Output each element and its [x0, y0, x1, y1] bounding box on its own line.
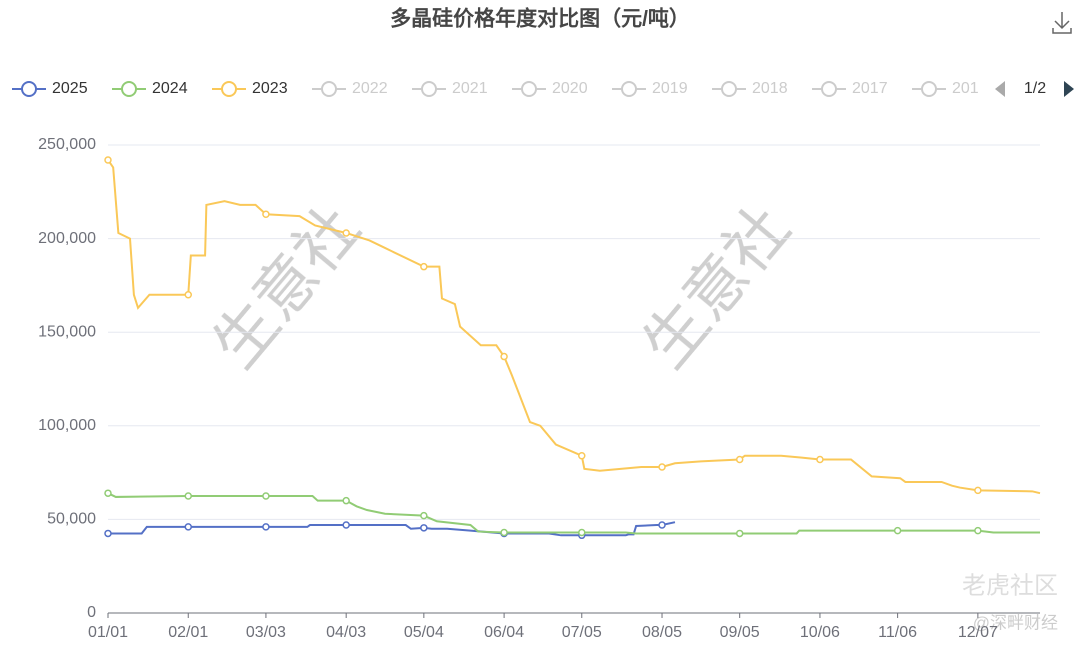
- legend-swatch-dot: [521, 81, 537, 97]
- legend-item[interactable]: 2022: [312, 80, 388, 97]
- point-marker: [262, 523, 270, 531]
- x-tick-label: 02/01: [168, 624, 208, 641]
- point-marker: [578, 528, 586, 537]
- y-tick-label: 50,000: [47, 511, 96, 528]
- point-marker: [735, 455, 744, 464]
- point-marker: [342, 229, 350, 237]
- legend-item[interactable]: 2025: [12, 80, 88, 97]
- legend-prev[interactable]: [995, 81, 1005, 97]
- x-tick-label: 07/05: [562, 624, 602, 641]
- point-marker: [658, 463, 666, 471]
- legend-label: 201: [952, 80, 979, 97]
- point-marker: [342, 521, 350, 529]
- point-marker: [420, 262, 428, 271]
- point-marker: [262, 492, 270, 500]
- x-tick-label: 12/07: [958, 624, 998, 641]
- x-tick-label: 03/03: [246, 624, 286, 641]
- legend-item[interactable]: 2023: [212, 80, 288, 97]
- legend-swatch-dot: [621, 81, 637, 97]
- corner-watermark: @深畔财经: [973, 613, 1058, 632]
- y-tick-label: 250,000: [38, 136, 96, 153]
- y-tick-label: 150,000: [38, 323, 96, 340]
- series-line: [107, 492, 1040, 535]
- point-marker: [658, 521, 666, 529]
- legend-item[interactable]: 2019: [612, 80, 688, 97]
- chart-title: 多晶硅价格年度对比图（元/吨）: [390, 7, 690, 31]
- x-tick-label: 04/03: [326, 624, 366, 641]
- point-marker: [578, 452, 586, 460]
- download-icon[interactable]: [1052, 12, 1072, 34]
- point-marker: [342, 496, 350, 505]
- series-line: [108, 521, 676, 537]
- point-marker: [974, 486, 982, 495]
- x-tick-label: 08/05: [642, 624, 682, 641]
- legend-label: 2022: [352, 80, 388, 97]
- point-marker: [262, 210, 270, 219]
- point-marker: [184, 492, 193, 500]
- x-tick-label: 09/05: [720, 624, 760, 641]
- legend-item[interactable]: 2021: [412, 80, 488, 97]
- corner-watermark: 老虎社区: [962, 572, 1058, 599]
- point-marker: [974, 526, 982, 535]
- point-marker: [104, 156, 112, 164]
- legend-label: 2025: [52, 80, 88, 97]
- legend-label: 2021: [452, 80, 488, 97]
- legend-swatch-dot: [821, 81, 837, 97]
- legend-item[interactable]: 201: [912, 80, 979, 97]
- legend-item[interactable]: 2024: [112, 80, 188, 97]
- y-tick-label: 200,000: [38, 230, 96, 247]
- legend-page: 1/2: [1024, 80, 1046, 97]
- legend-label: 2024: [152, 80, 188, 97]
- point-marker: [893, 526, 902, 535]
- point-marker: [184, 291, 193, 299]
- x-tick-label: 10/06: [800, 624, 840, 641]
- legend-label: 2018: [752, 80, 788, 97]
- point-marker: [735, 529, 744, 538]
- y-tick-label: 100,000: [38, 417, 96, 434]
- point-marker: [184, 523, 193, 531]
- legend-item[interactable]: 2020: [512, 80, 588, 97]
- x-tick-label: 06/04: [484, 624, 524, 641]
- point-marker: [104, 489, 112, 497]
- legend-swatch-dot: [421, 81, 437, 97]
- legend-swatch-dot: [321, 81, 337, 97]
- x-tick-label: 01/01: [88, 624, 128, 641]
- legend-swatch-dot: [921, 81, 937, 97]
- legend-item[interactable]: 2018: [712, 80, 788, 97]
- legend-swatch-dot: [121, 81, 137, 97]
- point-marker: [420, 524, 428, 532]
- watermark: 生意社: [631, 194, 803, 381]
- point-marker: [104, 529, 112, 538]
- legend-label: 2023: [252, 80, 288, 97]
- point-marker: [500, 352, 508, 361]
- x-tick-label: 11/06: [878, 624, 917, 641]
- legend-swatch-dot: [721, 81, 737, 97]
- point-marker: [816, 455, 824, 464]
- legend-label: 2017: [852, 80, 888, 97]
- y-tick-label: 0: [87, 604, 96, 621]
- point-marker: [420, 511, 428, 520]
- legend-swatch-dot: [21, 81, 37, 97]
- point-marker: [500, 528, 508, 537]
- legend-label: 2020: [552, 80, 588, 97]
- watermark: 生意社: [201, 194, 373, 381]
- legend-label: 2019: [652, 80, 688, 97]
- x-tick-label: 05/04: [404, 624, 444, 641]
- legend-swatch-dot: [221, 81, 237, 97]
- legend-next[interactable]: [1064, 81, 1074, 97]
- legend-item[interactable]: 2017: [812, 80, 888, 97]
